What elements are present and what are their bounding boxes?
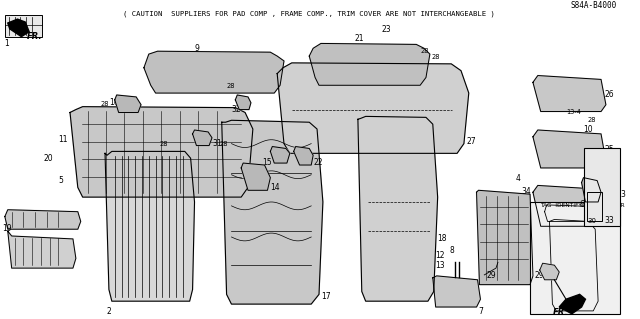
Polygon shape bbox=[533, 130, 606, 168]
Text: 14: 14 bbox=[270, 183, 280, 192]
Polygon shape bbox=[477, 190, 533, 285]
Bar bbox=[588, 192, 602, 221]
Polygon shape bbox=[533, 185, 606, 226]
Polygon shape bbox=[105, 152, 195, 301]
Text: 1: 1 bbox=[4, 39, 9, 48]
Text: FR.: FR. bbox=[28, 32, 43, 41]
Polygon shape bbox=[144, 51, 284, 93]
Polygon shape bbox=[70, 107, 253, 197]
Bar bbox=[584, 148, 620, 226]
Text: 2: 2 bbox=[107, 307, 112, 316]
Text: 18: 18 bbox=[438, 234, 447, 243]
Text: 17: 17 bbox=[321, 292, 331, 301]
Text: 13-4: 13-4 bbox=[566, 109, 581, 115]
Text: 7: 7 bbox=[479, 307, 483, 316]
Text: 12: 12 bbox=[436, 251, 445, 260]
Text: 29: 29 bbox=[535, 271, 545, 280]
Text: 24: 24 bbox=[605, 202, 614, 211]
Text: 25: 25 bbox=[605, 145, 614, 154]
Text: 28: 28 bbox=[420, 48, 429, 54]
Polygon shape bbox=[5, 210, 81, 229]
Bar bbox=[5, 15, 42, 37]
Text: 15: 15 bbox=[262, 158, 272, 167]
Polygon shape bbox=[358, 116, 438, 301]
Text: 28: 28 bbox=[100, 101, 109, 107]
Polygon shape bbox=[270, 146, 290, 163]
Text: 28: 28 bbox=[587, 117, 596, 123]
Polygon shape bbox=[8, 231, 76, 268]
Text: 32: 32 bbox=[232, 106, 241, 115]
Polygon shape bbox=[294, 146, 313, 165]
Polygon shape bbox=[533, 76, 606, 112]
Text: 22: 22 bbox=[313, 158, 323, 167]
Text: 26: 26 bbox=[605, 90, 614, 99]
Text: 23: 23 bbox=[381, 25, 391, 34]
Text: 31: 31 bbox=[212, 138, 221, 148]
Text: 5: 5 bbox=[58, 175, 63, 184]
Text: FR.: FR. bbox=[552, 308, 568, 317]
Polygon shape bbox=[221, 120, 323, 304]
Text: 6: 6 bbox=[580, 200, 584, 209]
Text: 29: 29 bbox=[486, 271, 496, 280]
Polygon shape bbox=[582, 178, 601, 202]
Text: 20: 20 bbox=[44, 154, 53, 163]
Text: 11: 11 bbox=[58, 135, 68, 144]
Text: 33: 33 bbox=[604, 216, 614, 225]
Text: 4: 4 bbox=[515, 174, 520, 182]
Text: TAG  IDENTIFYING  SUPPLIER: TAG IDENTIFYING SUPPLIER bbox=[540, 203, 625, 208]
Polygon shape bbox=[559, 294, 586, 314]
Text: 9: 9 bbox=[195, 44, 200, 53]
Text: 13: 13 bbox=[436, 261, 445, 270]
Text: ( CAUTION  SUPPLIERS FOR PAD COMP , FRAME COMP., TRIM COVER ARE NOT INTERCHANGEA: ( CAUTION SUPPLIERS FOR PAD COMP , FRAME… bbox=[124, 11, 495, 17]
Polygon shape bbox=[540, 263, 559, 280]
Polygon shape bbox=[193, 130, 212, 145]
Text: 8: 8 bbox=[449, 246, 454, 255]
Text: 27: 27 bbox=[467, 137, 476, 145]
Text: 28: 28 bbox=[431, 54, 440, 60]
Text: 10: 10 bbox=[584, 125, 593, 134]
Text: 28: 28 bbox=[227, 83, 235, 89]
Text: 28: 28 bbox=[159, 141, 168, 146]
Text: 30: 30 bbox=[588, 219, 596, 224]
Text: S84A-B4000: S84A-B4000 bbox=[570, 1, 616, 11]
Text: 21: 21 bbox=[355, 34, 364, 43]
Text: 28: 28 bbox=[220, 141, 228, 146]
Polygon shape bbox=[115, 95, 141, 113]
Text: 19: 19 bbox=[2, 224, 12, 233]
Bar bbox=[530, 202, 620, 314]
Polygon shape bbox=[236, 95, 251, 110]
Text: 34: 34 bbox=[522, 187, 531, 196]
Polygon shape bbox=[241, 163, 270, 190]
Polygon shape bbox=[8, 19, 29, 37]
Text: 3: 3 bbox=[620, 190, 625, 199]
Polygon shape bbox=[309, 43, 430, 85]
Polygon shape bbox=[433, 276, 481, 307]
Text: 16: 16 bbox=[109, 98, 118, 107]
Polygon shape bbox=[277, 63, 468, 153]
